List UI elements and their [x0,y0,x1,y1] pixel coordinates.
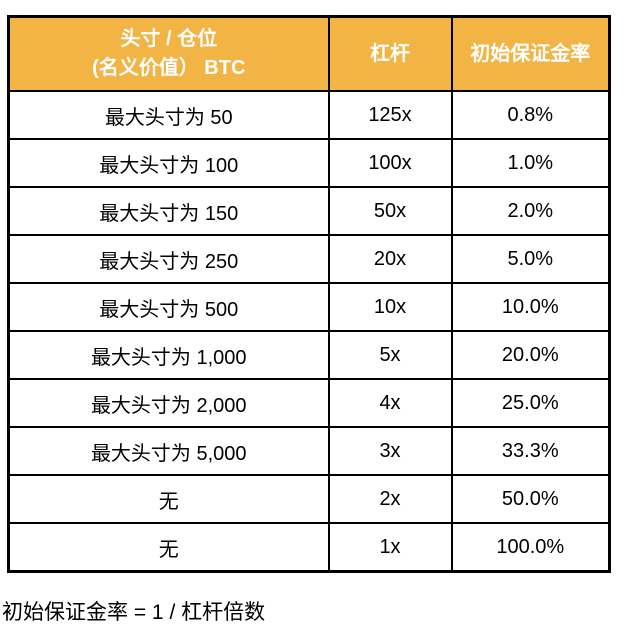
cell-leverage: 50x [327,186,453,236]
cell-margin: 50.0% [450,474,611,524]
cell-position: 无 [7,474,330,524]
table-row: 无 1x 100.0% [7,522,611,573]
cell-position: 最大头寸为 100 [7,138,330,188]
column-header-margin: 初始保证金率 [450,15,611,92]
table-row: 最大头寸为 2,000 4x 25.0% [7,378,611,428]
cell-leverage: 20x [327,234,453,284]
column-header-leverage: 杠杆 [327,15,453,92]
cell-leverage: 10x [327,282,453,332]
table-row: 最大头寸为 150 50x 2.0% [7,186,611,236]
table-row: 最大头寸为 250 20x 5.0% [7,234,611,284]
cell-margin: 5.0% [450,234,611,284]
cell-margin: 25.0% [450,378,611,428]
cell-leverage: 100x [327,138,453,188]
cell-leverage: 3x [327,426,453,476]
margin-table-container: 头寸 / 仓位 (名义价值） BTC 杠杆 初始保证金率 最大头寸为 50 12… [7,15,611,573]
cell-position: 最大头寸为 2,000 [7,378,330,428]
table-row: 最大头寸为 500 10x 10.0% [7,282,611,332]
cell-margin: 33.3% [450,426,611,476]
cell-leverage: 4x [327,378,453,428]
cell-position: 最大头寸为 250 [7,234,330,284]
table-row: 最大头寸为 50 125x 0.8% [7,90,611,140]
cell-margin: 20.0% [450,330,611,380]
table-row: 无 2x 50.0% [7,474,611,524]
cell-position: 最大头寸为 500 [7,282,330,332]
cell-margin: 10.0% [450,282,611,332]
cell-position: 最大头寸为 5,000 [7,426,330,476]
cell-position: 最大头寸为 50 [7,90,330,140]
cell-margin: 2.0% [450,186,611,236]
cell-margin: 0.8% [450,90,611,140]
column-header-position-line1: 头寸 / 仓位 [120,28,218,50]
cell-position: 最大头寸为 1,000 [7,330,330,380]
margin-table: 头寸 / 仓位 (名义价值） BTC 杠杆 初始保证金率 最大头寸为 50 12… [7,15,611,573]
cell-leverage: 5x [327,330,453,380]
cell-margin: 100.0% [450,522,611,573]
footnote: 初始保证金率 = 1 / 杠杆倍数 [2,601,266,624]
column-header-position: 头寸 / 仓位 (名义价值） BTC [7,15,330,92]
table-row: 最大头寸为 1,000 5x 20.0% [7,330,611,380]
table-header-row: 头寸 / 仓位 (名义价值） BTC 杠杆 初始保证金率 [7,15,611,92]
cell-position: 最大头寸为 150 [7,186,330,236]
cell-position: 无 [7,522,330,573]
cell-leverage: 2x [327,474,453,524]
cell-leverage: 1x [327,522,453,573]
cell-leverage: 125x [327,90,453,140]
column-header-position-line2: (名义价值） BTC [92,57,246,79]
cell-margin: 1.0% [450,138,611,188]
table-row: 最大头寸为 100 100x 1.0% [7,138,611,188]
table-row: 最大头寸为 5,000 3x 33.3% [7,426,611,476]
